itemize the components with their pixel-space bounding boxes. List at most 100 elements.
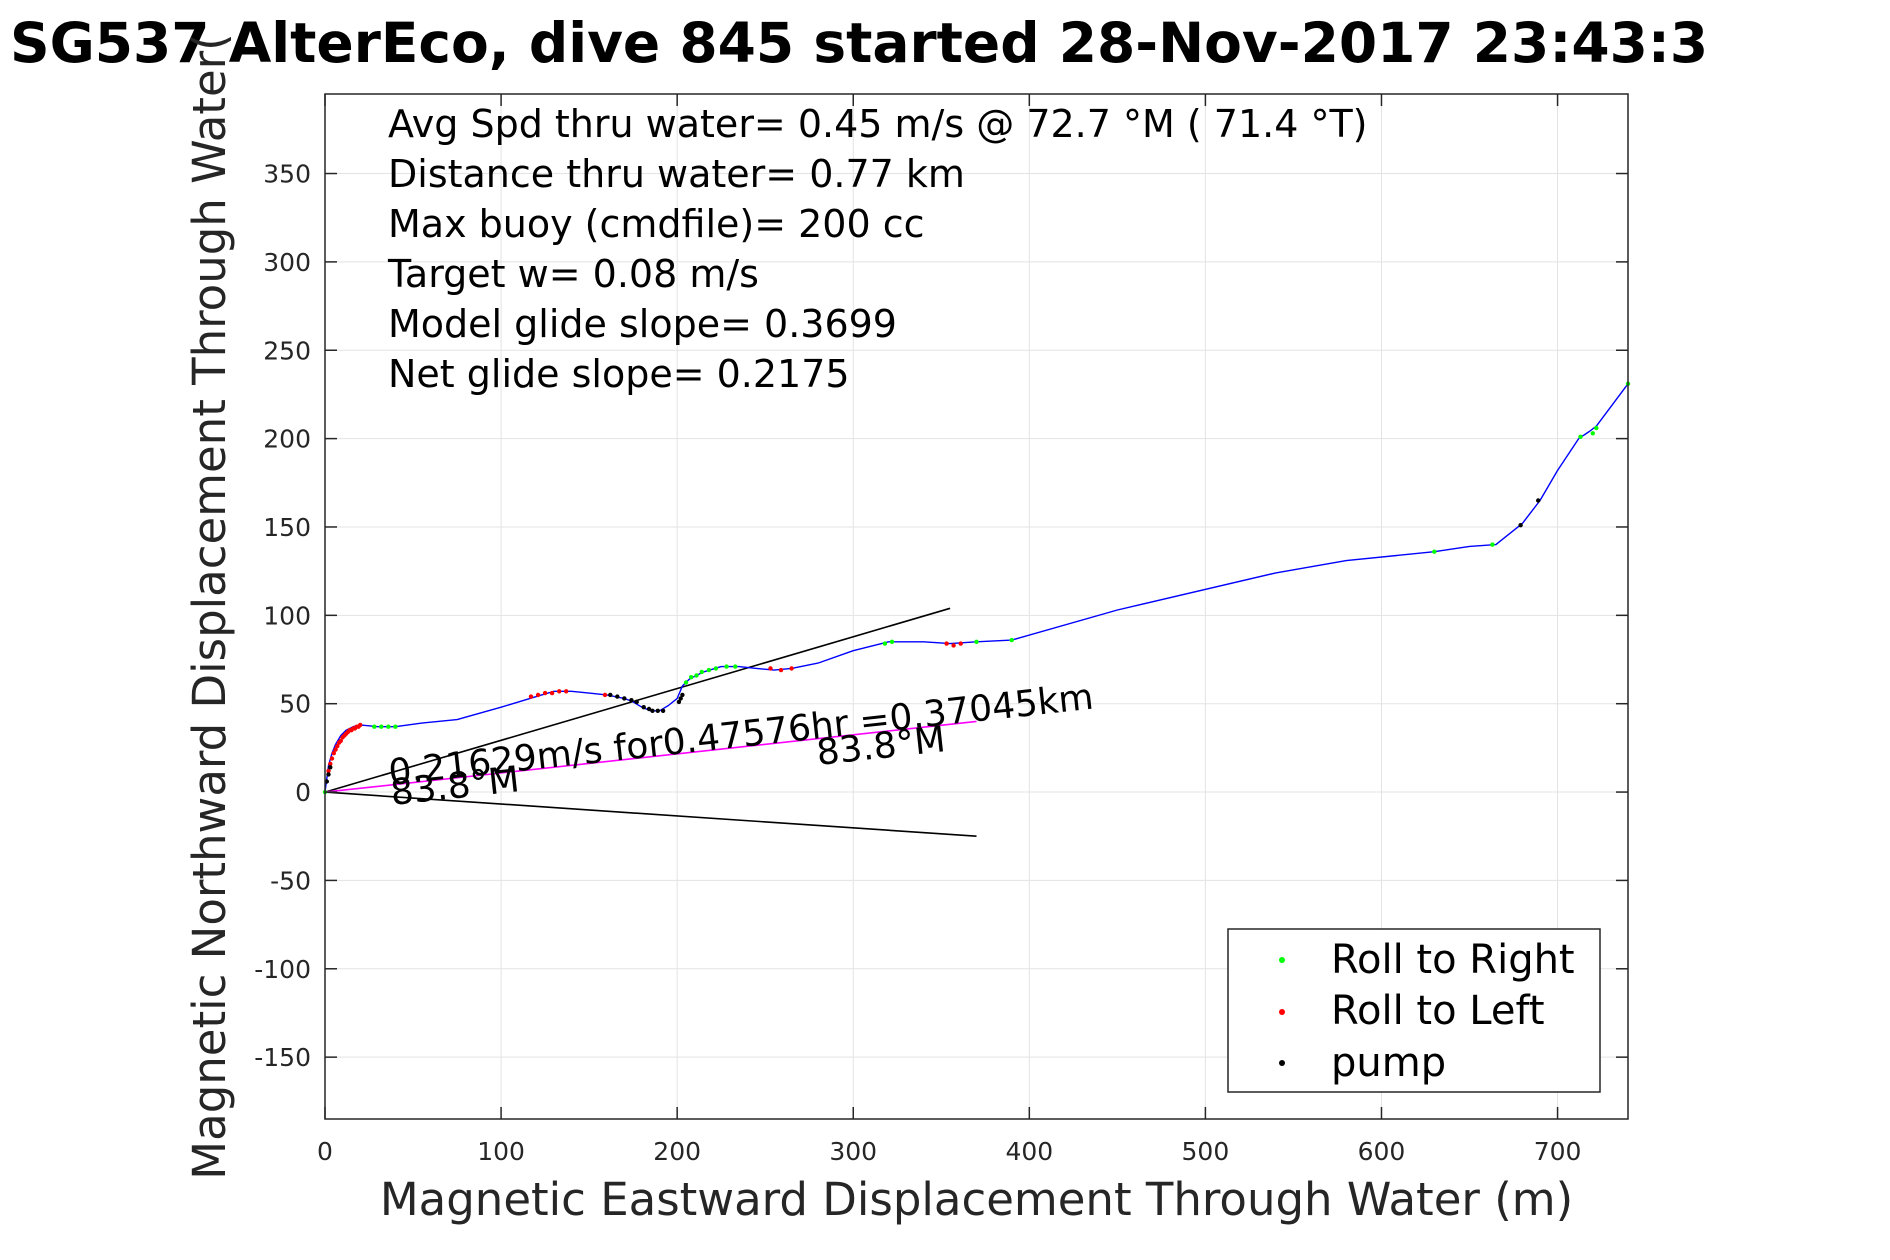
roll-left-point (564, 689, 569, 694)
x-tick-label: 300 (829, 1137, 877, 1166)
pump-point (660, 708, 666, 713)
roll-left-point (528, 694, 534, 699)
roll-right-point (372, 724, 377, 729)
roll-left-point (328, 761, 333, 766)
pump-point (326, 772, 331, 777)
roll-right-point (689, 675, 694, 680)
pump-point (655, 708, 660, 713)
info-line-max-buoy: Max buoy (cmdfile)= 200 cc (388, 202, 925, 246)
x-tick-label: 500 (1182, 1137, 1230, 1166)
roll-right-point (1590, 431, 1596, 436)
roll-left-point (602, 692, 608, 698)
y-tick-label: 200 (263, 425, 311, 454)
y-tick-label: 150 (263, 513, 311, 542)
heading-line-lower (324, 791, 977, 837)
roll-right-point (1009, 637, 1014, 643)
y-tick-label: 300 (263, 248, 311, 277)
roll-right-point (1578, 434, 1583, 439)
legend-label-roll-right: Roll to Right (1331, 937, 1575, 983)
y-tick-label: 50 (279, 690, 311, 719)
pump-point (634, 699, 639, 705)
y-tick-label: 100 (263, 601, 311, 630)
pump-point (678, 696, 683, 701)
current-vector-line (324, 720, 977, 793)
roll-right-point (1594, 425, 1599, 431)
legend-box (1227, 928, 1601, 1093)
y-tick-label: -50 (270, 866, 311, 895)
legend-marker-pump (1279, 1060, 1285, 1066)
pump-point (608, 692, 613, 698)
roll-right-point (694, 673, 699, 678)
roll-right-point (683, 680, 689, 685)
x-tick-label: 400 (1005, 1137, 1053, 1166)
roll-left-point (944, 641, 949, 646)
x-tick-label: 0 (317, 1137, 333, 1166)
pump-point (1518, 523, 1523, 528)
roll-left-point (951, 643, 956, 648)
roll-left-point (549, 690, 555, 696)
roll-right-point (974, 639, 979, 644)
chart-title: SG537 AlterEco, dive 845 started 28-Nov-… (10, 11, 1708, 75)
roll-right-point (1490, 542, 1495, 547)
info-line-model-glide: Model glide slope= 0.3699 (388, 302, 897, 346)
y-tick-label: -100 (254, 955, 311, 984)
pump-point (629, 698, 634, 703)
roll-left-point (326, 768, 331, 774)
info-line-avg-speed: Avg Spd thru water= 0.45 m/s @ 72.7 °M (… (388, 102, 1368, 146)
y-axis-label: Magnetic Northward Displacement Through … (183, 33, 236, 1179)
x-tick-label: 700 (1534, 1137, 1582, 1166)
roll-left-point (768, 666, 773, 671)
roll-left-point (358, 722, 363, 728)
pump-point (680, 692, 685, 698)
roll-right-point (1432, 549, 1437, 554)
roll-left-point (542, 690, 548, 696)
legend: Roll to Right Roll to Left pump (1227, 928, 1601, 1093)
roll-right-point (699, 669, 704, 675)
pump-point (650, 708, 655, 713)
pump-point (328, 765, 333, 770)
roll-left-point (958, 641, 963, 646)
axes-box (324, 93, 1629, 1120)
roll-left-point (331, 751, 336, 756)
roll-right-point (882, 641, 888, 646)
roll-left-point (329, 756, 335, 761)
pump-point (1536, 498, 1541, 503)
x-tick-label: 600 (1358, 1137, 1406, 1166)
roll-left-point (333, 747, 338, 752)
plot-markers (322, 381, 1631, 795)
roll-right-point (706, 667, 712, 673)
roll-left-point (338, 738, 343, 743)
roll-right-point (393, 724, 398, 729)
legend-marker-roll-left (1279, 1009, 1285, 1015)
roll-left-point (778, 667, 784, 673)
y-tick-label: 250 (263, 336, 311, 365)
pump-point (641, 705, 646, 710)
roll-left-point (335, 743, 340, 749)
y-tick-label: 350 (263, 160, 311, 189)
roll-right-point (724, 664, 729, 669)
pump-point (646, 706, 652, 712)
roll-right-point (379, 724, 384, 729)
y-tick-label: 0 (295, 778, 311, 807)
roll-left-point (557, 689, 562, 694)
roll-left-point (789, 666, 794, 671)
x-tick-label: 100 (477, 1137, 525, 1166)
x-axis-label: Magnetic Eastward Displacement Through W… (380, 1173, 1573, 1226)
info-line-net-glide: Net glide slope= 0.2175 (388, 352, 850, 396)
legend-marker-roll-right (1279, 957, 1285, 963)
pump-point (622, 696, 627, 701)
axis-ticks: 0 100 200 300 400 500 600 700 -150 -100 -50 0 50 100 1… (254, 94, 1628, 1166)
pump-point (615, 694, 620, 699)
roll-left-point (535, 692, 541, 698)
roll-right-point (733, 664, 738, 669)
legend-label-pump: pump (1331, 1040, 1446, 1086)
roll-right-point (889, 639, 895, 644)
pump-point (676, 699, 682, 705)
roll-right-point (713, 666, 719, 671)
x-tick-label: 200 (653, 1137, 701, 1166)
info-line-target-w: Target w= 0.08 m/s (387, 252, 759, 296)
info-block: Avg Spd thru water= 0.45 m/s @ 72.7 °M (… (387, 102, 1368, 396)
roll-right-point (386, 724, 391, 729)
info-line-distance: Distance thru water= 0.77 km (388, 152, 965, 196)
